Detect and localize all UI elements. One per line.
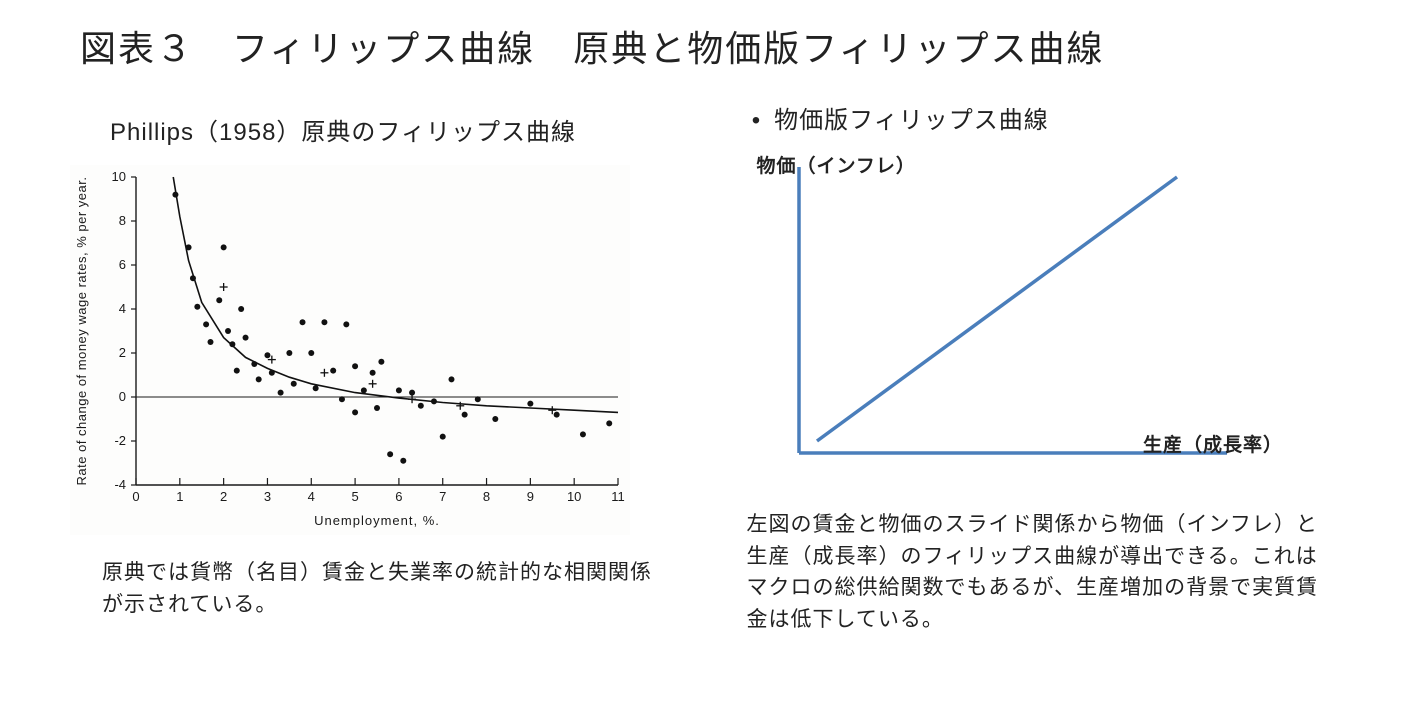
page-title: 図表３ フィリップス曲線 原典と物価版フィリップス曲線 bbox=[80, 20, 1343, 72]
svg-text:2: 2 bbox=[119, 345, 126, 360]
svg-text:5: 5 bbox=[351, 489, 358, 504]
svg-text:4: 4 bbox=[308, 489, 315, 504]
price-phillips-chart: 物価（インフレ） 生産（成長率） bbox=[757, 153, 1344, 493]
svg-text:-4: -4 bbox=[114, 477, 126, 492]
svg-text:6: 6 bbox=[119, 257, 126, 272]
svg-text:10: 10 bbox=[112, 169, 126, 184]
svg-text:11: 11 bbox=[611, 489, 625, 504]
svg-text:Rate of change of money wage r: Rate of change of money wage rates, % pe… bbox=[74, 177, 89, 486]
svg-text:8: 8 bbox=[119, 213, 126, 228]
svg-text:0: 0 bbox=[132, 489, 139, 504]
svg-text:2: 2 bbox=[220, 489, 227, 504]
phillips-scatter-chart: -4 -2 0 2 4 6 8 10 0 1 2 3 4 5 6 7 8 9 10 11 Unemployment, %… bbox=[70, 165, 677, 535]
svg-text:6: 6 bbox=[395, 489, 402, 504]
svg-text:10: 10 bbox=[567, 489, 581, 504]
svg-text:7: 7 bbox=[439, 489, 446, 504]
right-subtitle-text: 物価版フィリップス曲線 bbox=[774, 107, 1049, 134]
svg-text:0: 0 bbox=[119, 389, 126, 404]
svg-text:3: 3 bbox=[264, 489, 271, 504]
left-subtitle: Phillips（1958）原典のフィリップス曲線 bbox=[110, 112, 677, 147]
left-caption: 原典では貨幣（名目）賃金と失業率の統計的な相関関係が示されている。 bbox=[102, 557, 667, 620]
svg-text:4: 4 bbox=[119, 301, 126, 316]
svg-text:1: 1 bbox=[176, 489, 183, 504]
svg-text:-2: -2 bbox=[114, 433, 126, 448]
svg-text:Unemployment, %.: Unemployment, %. bbox=[314, 513, 440, 528]
right-ylabel: 物価（インフレ） bbox=[757, 151, 916, 178]
right-caption: 左図の賃金と物価のスライド関係から物価（インフレ）と生産（成長率）のフィリップス… bbox=[747, 509, 1334, 635]
bullet-icon: • bbox=[747, 107, 767, 135]
svg-text:8: 8 bbox=[483, 489, 490, 504]
right-subtitle: • 物価版フィリップス曲線 bbox=[747, 100, 1344, 135]
right-xlabel: 生産（成長率） bbox=[1143, 430, 1283, 457]
svg-text:9: 9 bbox=[527, 489, 534, 504]
